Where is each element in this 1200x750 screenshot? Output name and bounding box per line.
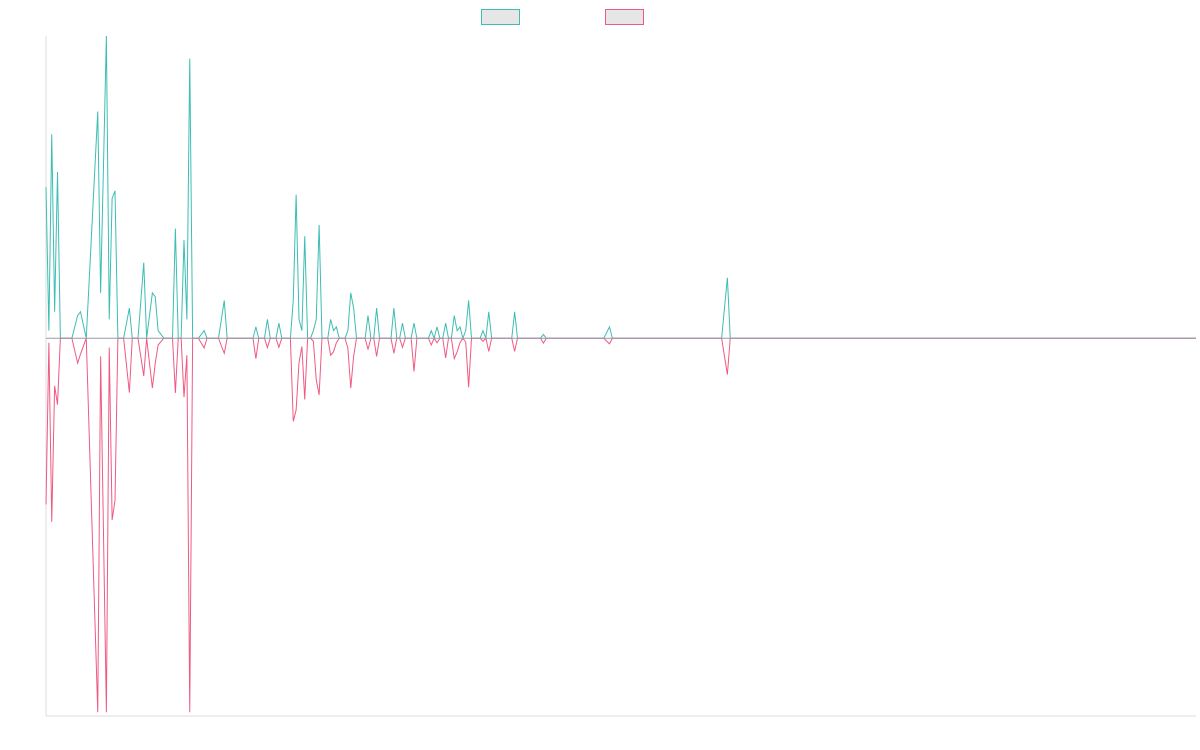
legend [0,9,1200,27]
plot-area [45,35,1196,713]
series-line-positive [45,35,1196,340]
legend-swatch-negative [605,9,644,25]
axes [45,36,1196,717]
legend-swatch-positive [481,9,520,25]
series-line-negative [45,337,1196,713]
